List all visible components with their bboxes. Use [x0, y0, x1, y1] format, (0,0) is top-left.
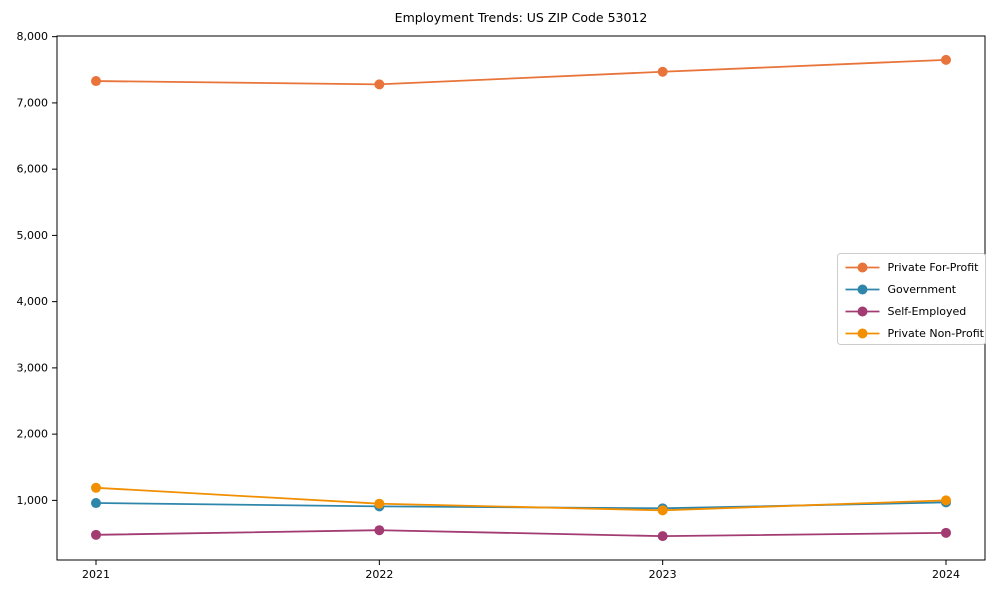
series-marker-private-for-profit: [657, 66, 668, 77]
y-tick-label: 2,000: [17, 428, 49, 441]
series-line-self-employed: [95, 529, 947, 538]
x-tick-label: 2024: [932, 568, 960, 581]
legend-label: Private For-Profit: [888, 261, 980, 274]
series-marker-private-non-profit: [941, 495, 951, 506]
legend-marker: [857, 328, 868, 339]
x-tick-label: 2022: [365, 568, 393, 581]
series-marker-self-employed: [374, 525, 385, 536]
series-line-private-non-profit: [95, 486, 947, 512]
series-marker-private-non-profit: [657, 505, 668, 516]
series-marker-self-employed: [657, 531, 668, 542]
series-marker-government: [91, 498, 101, 509]
x-tick-label: 2021: [82, 568, 110, 581]
y-tick-label: 3,000: [17, 361, 49, 374]
legend-marker: [857, 284, 868, 295]
legend-label: Private Non-Profit: [888, 327, 985, 340]
series-marker-self-employed: [941, 527, 951, 538]
legend-marker: [857, 306, 868, 317]
series-marker-self-employed: [91, 529, 101, 540]
legend-label: Government: [888, 283, 957, 296]
series-marker-private-for-profit: [374, 79, 385, 90]
series-marker-private-non-profit: [374, 498, 385, 509]
series-marker-private-non-profit: [91, 482, 101, 493]
y-tick-label: 5,000: [17, 229, 49, 242]
series-line-private-for-profit: [95, 58, 947, 86]
legend-marker: [857, 262, 868, 273]
y-tick-label: 7,000: [17, 96, 49, 109]
chart-title: Employment Trends: US ZIP Code 53012: [394, 10, 648, 25]
y-tick-label: 8,000: [17, 30, 49, 43]
y-tick-label: 1,000: [17, 494, 49, 507]
x-tick-label: 2023: [649, 568, 677, 581]
legend-label: Self-Employed: [888, 305, 967, 318]
legend-box: [837, 253, 986, 345]
series-marker-private-for-profit: [91, 76, 101, 87]
y-tick-label: 4,000: [17, 295, 49, 308]
y-tick-label: 6,000: [17, 163, 49, 176]
series-marker-private-for-profit: [941, 54, 951, 65]
